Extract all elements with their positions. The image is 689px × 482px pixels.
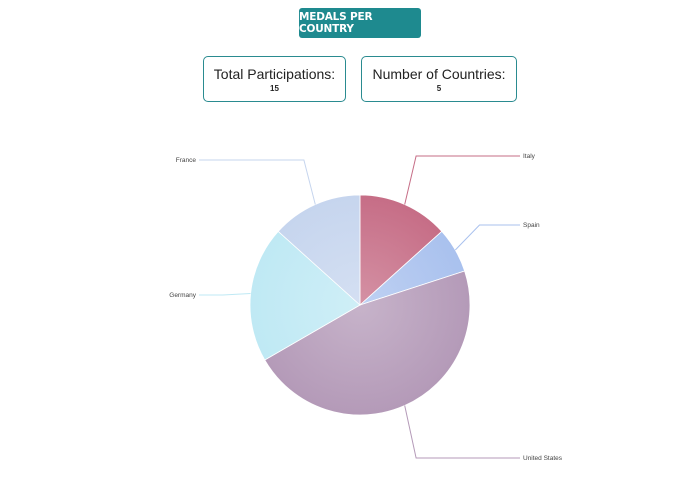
medals-per-country-button[interactable]: MEDALS PER COUNTRY xyxy=(299,8,421,38)
pie-slice-france[interactable] xyxy=(277,194,361,306)
pie-slice-italy[interactable] xyxy=(359,194,443,306)
total-participations-value: 15 xyxy=(270,84,279,93)
number-of-countries-label: Number of Countries: xyxy=(372,66,506,82)
number-of-countries-value: 5 xyxy=(436,84,442,93)
number-of-countries-card: Number of Countries: 5 xyxy=(361,56,517,102)
slice-label-spain: Spain xyxy=(523,222,540,229)
leader-line-spain xyxy=(454,224,520,251)
leader-line-france xyxy=(199,159,316,205)
pie-slice-united-states[interactable] xyxy=(264,270,471,416)
total-participations-label: Total Participations: xyxy=(213,66,336,82)
slice-label-france: France xyxy=(176,157,197,164)
slice-label-italy: Italy xyxy=(523,153,536,160)
pie-slice-germany[interactable] xyxy=(249,230,361,361)
total-participations-card: Total Participations: 15 xyxy=(203,56,346,102)
leader-line-germany xyxy=(199,293,251,296)
leader-line-italy xyxy=(404,155,520,205)
slice-label-germany: Germany xyxy=(169,292,196,299)
leader-line-united-states xyxy=(404,405,520,459)
slice-label-united-states: United States xyxy=(523,455,563,462)
